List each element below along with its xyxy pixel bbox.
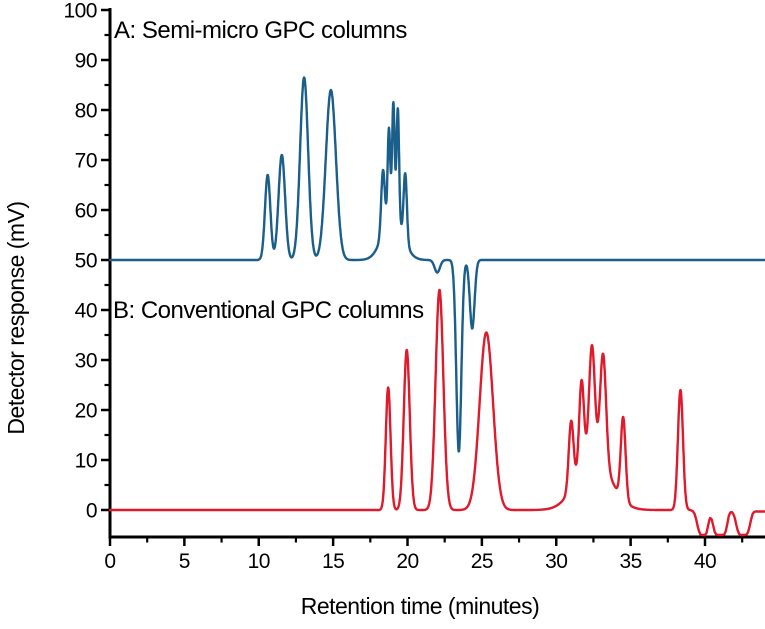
y-tick-label: 30 (75, 350, 97, 373)
y-tick-label: 50 (75, 250, 97, 273)
x-tick-label: 5 (179, 550, 190, 573)
y-tick-label: 100 (63, 0, 97, 23)
y-tick-label: 10 (75, 450, 97, 473)
x-tick-label: 0 (104, 550, 115, 573)
y-tick-label: 70 (75, 150, 97, 173)
x-tick-label: 20 (396, 550, 418, 573)
y-axis-title: Detector response (mV) (3, 201, 29, 434)
x-axis-title: Retention time (minutes) (301, 593, 540, 619)
trace-b-conventional (108, 288, 765, 537)
x-tick-label: 40 (694, 550, 716, 573)
trace-a-semi-micro (108, 76, 765, 453)
y-tick-label: 60 (75, 200, 97, 223)
x-tick-label: 15 (322, 550, 344, 573)
axis-ticks: 0 5 10 15 20 25 30 35 40 0 10 20 30 40 50 60 70 80 90 100 (63, 0, 744, 573)
annotation-trace-b: B: Conventional GPC columns (113, 297, 424, 324)
y-tick-label: 90 (75, 50, 97, 73)
y-tick-label: 80 (75, 100, 97, 123)
x-tick-label: 25 (471, 550, 493, 573)
x-tick-label: 35 (619, 550, 641, 573)
y-tick-label: 20 (75, 400, 97, 423)
y-tick-label: 40 (75, 300, 97, 323)
chart-traces (108, 76, 765, 537)
annotation-trace-a: A: Semi-micro GPC columns (114, 17, 407, 44)
y-tick-label: 0 (86, 500, 97, 523)
x-tick-label: 30 (545, 550, 567, 573)
x-tick-label: 10 (248, 550, 270, 573)
